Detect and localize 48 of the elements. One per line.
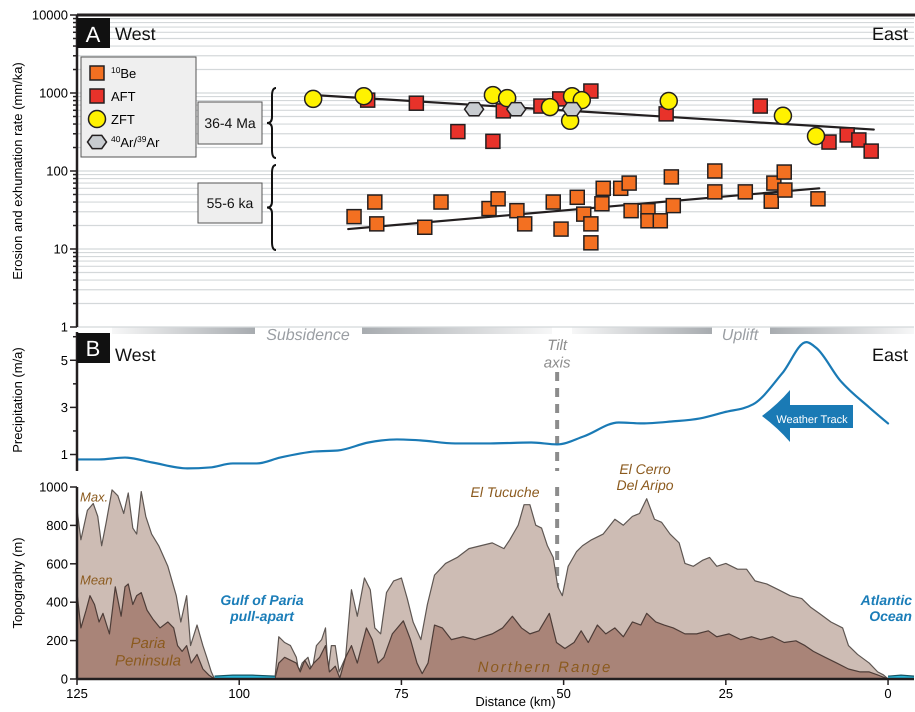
annotation: West	[115, 24, 156, 44]
x-tick-label: 100	[228, 686, 250, 701]
y-tick-label: 200	[46, 633, 68, 648]
y-tick-label: 1000	[39, 480, 68, 494]
x-axis-title: Distance (km)	[475, 694, 556, 709]
series-label: Mean	[80, 572, 113, 588]
y-axis-title: Topography (m)	[10, 537, 25, 629]
legend-label: $^{10}$Be	[111, 65, 136, 81]
annotation: Northern Range	[478, 659, 612, 676]
y-tick-label: 1	[60, 320, 68, 334]
annotation: El Tucuche	[470, 484, 540, 500]
legend-label: AFT	[111, 89, 136, 104]
annotation: Atlantic Ocean	[860, 592, 912, 624]
annotation: A	[86, 22, 101, 47]
y-axis-title: Precipitation (m/a)	[10, 347, 25, 453]
y-tick-label: 100	[46, 164, 68, 178]
annotation: Subsidence	[266, 327, 350, 344]
legend-label: $^{40}$Ar/$^{39}$Ar	[111, 134, 160, 150]
annotation: 55-6 ka	[206, 195, 254, 211]
y-tick-label: 5	[60, 352, 68, 368]
annotation: Uplift	[722, 327, 759, 344]
y-tick-label: 10	[54, 242, 68, 256]
y-tick-label: 800	[46, 518, 68, 533]
annotation: El Cerro Del Aripo	[616, 461, 674, 494]
annotation: East	[872, 24, 908, 44]
annotation: Gulf of Paria pull-apart	[220, 592, 304, 624]
annotation: B	[86, 336, 100, 361]
x-tick-label: 25	[718, 686, 734, 701]
x-tick-label: 75	[394, 686, 409, 701]
annotation: Paria Peninsula	[115, 635, 181, 670]
annotation: East	[872, 345, 908, 365]
ref-line-label: Tilt axis	[544, 337, 571, 372]
y-tick-label: 0	[60, 672, 68, 686]
y-tick-label: 10000	[32, 8, 68, 22]
y-axis-title: Erosion and exhumation rate (mm/ka)	[10, 62, 25, 280]
annotation: West	[115, 345, 156, 365]
series-label: Max.	[80, 489, 108, 504]
x-tick-label: 125	[66, 686, 88, 701]
y-tick-label: 1	[60, 447, 68, 462]
legend-label: ZFT	[111, 112, 135, 127]
y-tick-label: 3	[60, 400, 68, 415]
y-tick-label: 1000	[39, 86, 68, 100]
annotation: Weather Track	[776, 414, 848, 426]
annotation: 36-4 Ma	[204, 115, 256, 131]
x-tick-label: 0	[884, 686, 892, 701]
x-tick-label: 50	[556, 686, 571, 701]
y-tick-label: 400	[46, 594, 68, 610]
y-tick-label: 600	[46, 556, 68, 572]
